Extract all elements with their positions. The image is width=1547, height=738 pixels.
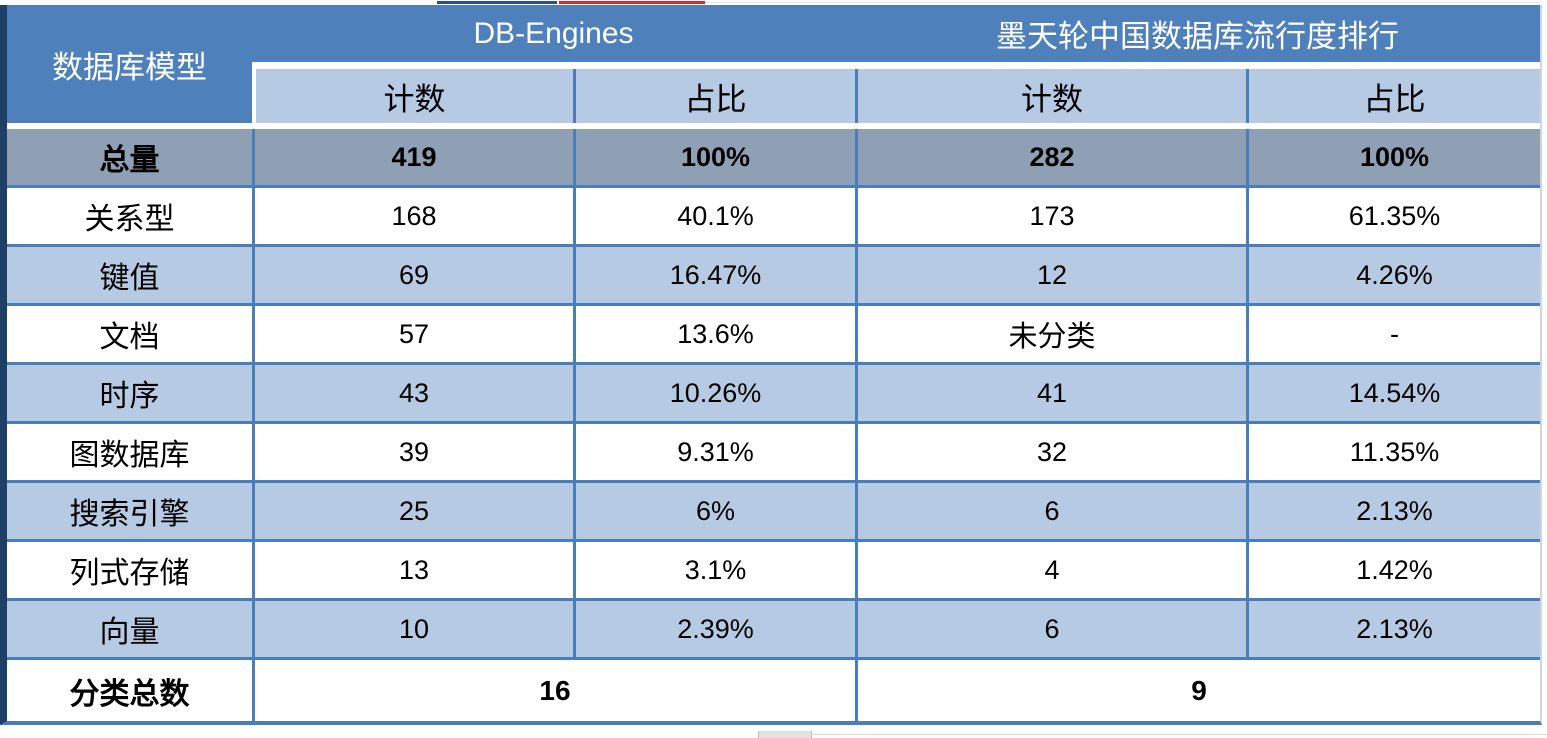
annotation-line-gray	[705, 2, 1540, 3]
footer-label-cell: 分类总数	[7, 657, 252, 721]
header-gap-row	[7, 62, 1541, 69]
table-row: 图数据库 39 9.31% 32 11.35%	[7, 421, 1541, 480]
data-cell: 39	[252, 421, 573, 480]
footer-row: 分类总数 16 9	[7, 657, 1541, 721]
data-cell: 40.1%	[573, 185, 856, 244]
data-cell: 168	[252, 185, 573, 244]
row-label-cell: 总量	[7, 129, 252, 185]
data-cell: 11.35%	[1246, 421, 1541, 480]
table-row: 文档 57 13.6% 未分类 -	[7, 303, 1541, 362]
data-cell: 282	[855, 129, 1247, 185]
row-label-cell: 文档	[7, 303, 252, 362]
data-cell: 2.13%	[1246, 598, 1541, 657]
subheader-share-mtl: 占比	[1246, 69, 1541, 123]
data-cell: 10.26%	[573, 362, 856, 421]
table-footer: 分类总数 16 9	[7, 657, 1541, 721]
table-row: 列式存储 13 3.1% 4 1.42%	[7, 539, 1541, 598]
table-row: 向量 10 2.39% 6 2.13%	[7, 598, 1541, 657]
row-label-cell: 键值	[7, 244, 252, 303]
subheader-row: 计数 占比 计数 占比	[7, 69, 1541, 123]
row-label-cell: 关系型	[7, 185, 252, 244]
table-body: 总量 419 100% 282 100% 关系型 168 40.1% 173 61.35% 键值 69…	[7, 129, 1541, 657]
data-cell: 6	[855, 598, 1247, 657]
row-label-cell: 时序	[7, 362, 252, 421]
data-cell: 10	[252, 598, 573, 657]
row-label-cell: 图数据库	[7, 421, 252, 480]
data-cell: 100%	[573, 129, 856, 185]
group-header-motianlun: 墨天轮中国数据库流行度排行	[855, 5, 1541, 62]
data-cell: 9.31%	[573, 421, 856, 480]
data-cell: 69	[252, 244, 573, 303]
data-cell: 13.6%	[573, 303, 856, 362]
row-label-cell: 向量	[7, 598, 252, 657]
table-row: 时序 43 10.26% 41 14.54%	[7, 362, 1541, 421]
table-row: 键值 69 16.47% 12 4.26%	[7, 244, 1541, 303]
data-cell: 3.1%	[573, 539, 856, 598]
subheader-count-db: 计数	[252, 69, 573, 123]
data-cell: -	[1246, 303, 1541, 362]
data-cell: 6%	[573, 480, 856, 539]
data-cell: 16.47%	[573, 244, 856, 303]
data-cell: 1.42%	[1246, 539, 1541, 598]
data-cell: 100%	[1246, 129, 1541, 185]
data-cell: 2.13%	[1246, 480, 1541, 539]
data-cell: 4	[855, 539, 1247, 598]
bottom-divider-line	[810, 734, 1547, 735]
table-header: 数据库模型 DB-Engines 墨天轮中国数据库流行度排行 计数 占比 计数 …	[7, 5, 1541, 129]
data-cell: 61.35%	[1246, 185, 1541, 244]
data-cell: 173	[855, 185, 1247, 244]
data-cell: 43	[252, 362, 573, 421]
row-label-cell: 搜索引擎	[7, 480, 252, 539]
data-cell: 57	[252, 303, 573, 362]
annotation-line-navy	[437, 1, 557, 4]
data-cell: 6	[855, 480, 1247, 539]
data-cell: 12	[855, 244, 1247, 303]
data-cell: 41	[855, 362, 1247, 421]
data-cell: 未分类	[855, 303, 1247, 362]
database-model-comparison-table: 数据库模型 DB-Engines 墨天轮中国数据库流行度排行 计数 占比 计数 …	[0, 5, 1543, 725]
corner-header-cell: 数据库模型	[7, 5, 252, 123]
data-cell: 13	[252, 539, 573, 598]
subheader-gap-row	[7, 123, 1541, 129]
row-label-cell: 列式存储	[7, 539, 252, 598]
group-header-row: 数据库模型 DB-Engines 墨天轮中国数据库流行度排行	[7, 5, 1541, 123]
group-header-db-engines: DB-Engines	[252, 5, 856, 62]
annotation-line-red	[559, 1, 705, 4]
table-row: 总量 419 100% 282 100%	[7, 129, 1541, 185]
data-cell: 4.26%	[1246, 244, 1541, 303]
footer-total-db-engines: 16	[252, 657, 856, 721]
subheader-share-db: 占比	[573, 69, 856, 123]
data-cell: 14.54%	[1246, 362, 1541, 421]
data-cell: 25	[252, 480, 573, 539]
footer-total-motianlun: 9	[855, 657, 1541, 721]
table-row: 搜索引擎 25 6% 6 2.13%	[7, 480, 1541, 539]
data-cell: 419	[252, 129, 573, 185]
scrollbar-fragment[interactable]	[758, 731, 812, 738]
data-cell: 32	[855, 421, 1247, 480]
subheader-count-mtl: 计数	[855, 69, 1247, 123]
data-cell: 2.39%	[573, 598, 856, 657]
table-row: 关系型 168 40.1% 173 61.35%	[7, 185, 1541, 244]
